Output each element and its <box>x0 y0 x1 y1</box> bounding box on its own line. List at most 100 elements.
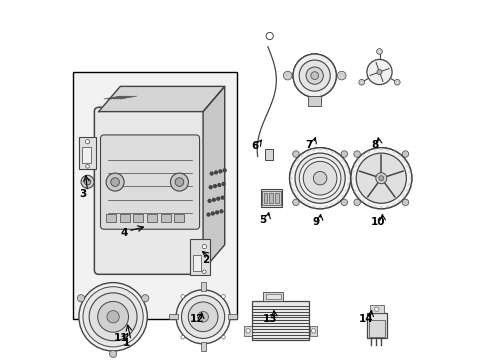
Bar <box>160 214 170 222</box>
Circle shape <box>223 169 225 172</box>
Circle shape <box>347 176 350 180</box>
Circle shape <box>303 161 336 195</box>
Circle shape <box>84 179 91 185</box>
Circle shape <box>311 148 315 152</box>
Circle shape <box>289 170 293 174</box>
Circle shape <box>378 176 383 181</box>
Circle shape <box>211 212 214 215</box>
Circle shape <box>407 183 411 186</box>
Circle shape <box>210 172 213 175</box>
Circle shape <box>216 197 219 200</box>
Circle shape <box>188 302 218 332</box>
Bar <box>200 342 205 351</box>
Bar <box>81 147 91 163</box>
Circle shape <box>366 203 369 207</box>
Circle shape <box>346 170 350 174</box>
Text: 7: 7 <box>305 140 312 150</box>
Bar <box>265 294 281 299</box>
Circle shape <box>375 173 386 184</box>
Circle shape <box>366 150 369 154</box>
Circle shape <box>292 54 336 97</box>
Circle shape <box>289 148 350 209</box>
FancyBboxPatch shape <box>101 135 199 229</box>
Text: 6: 6 <box>250 141 258 151</box>
Circle shape <box>352 189 356 193</box>
Circle shape <box>379 206 383 210</box>
Circle shape <box>221 336 225 339</box>
Circle shape <box>391 203 395 207</box>
Circle shape <box>299 199 303 203</box>
Polygon shape <box>203 86 224 270</box>
Circle shape <box>202 244 206 249</box>
Bar <box>244 326 251 336</box>
Bar <box>260 189 282 207</box>
Circle shape <box>391 150 395 154</box>
Circle shape <box>220 210 223 213</box>
Bar <box>309 326 317 336</box>
Circle shape <box>366 59 391 85</box>
Circle shape <box>109 350 117 357</box>
Bar <box>269 193 272 203</box>
Circle shape <box>221 196 224 199</box>
Circle shape <box>394 79 399 85</box>
Circle shape <box>299 153 303 157</box>
Bar <box>366 313 386 338</box>
Circle shape <box>181 294 184 298</box>
Text: 3: 3 <box>80 189 87 199</box>
Bar <box>193 255 200 271</box>
Circle shape <box>330 150 334 154</box>
Circle shape <box>77 294 84 302</box>
Circle shape <box>176 290 230 344</box>
Circle shape <box>350 148 411 209</box>
Circle shape <box>305 150 308 154</box>
Circle shape <box>206 213 209 216</box>
Circle shape <box>341 195 344 198</box>
Circle shape <box>405 189 409 193</box>
Circle shape <box>89 293 137 341</box>
Circle shape <box>361 153 364 157</box>
Bar <box>106 214 116 222</box>
Circle shape <box>85 139 89 144</box>
Circle shape <box>197 311 208 322</box>
Text: 10: 10 <box>370 217 385 227</box>
Circle shape <box>311 329 315 333</box>
Circle shape <box>283 71 291 80</box>
Circle shape <box>340 151 347 157</box>
Bar <box>200 282 205 292</box>
Circle shape <box>408 176 412 180</box>
Circle shape <box>292 151 299 157</box>
Circle shape <box>222 183 224 185</box>
Circle shape <box>305 203 308 207</box>
Bar <box>120 214 129 222</box>
Circle shape <box>313 171 326 185</box>
Bar <box>133 214 143 222</box>
Polygon shape <box>99 86 224 112</box>
Circle shape <box>288 176 292 180</box>
Bar <box>368 320 384 337</box>
Circle shape <box>405 163 409 167</box>
Circle shape <box>344 163 347 167</box>
Circle shape <box>361 199 364 203</box>
Bar <box>275 193 278 203</box>
Bar <box>264 149 272 160</box>
Bar <box>79 137 96 169</box>
Circle shape <box>374 307 378 311</box>
Text: 12: 12 <box>189 314 204 324</box>
Circle shape <box>402 199 408 206</box>
Circle shape <box>337 71 346 80</box>
Circle shape <box>385 148 389 152</box>
Bar <box>307 96 321 106</box>
Bar <box>168 314 177 319</box>
Circle shape <box>208 199 211 202</box>
Circle shape <box>318 206 321 210</box>
Circle shape <box>402 151 408 157</box>
FancyBboxPatch shape <box>94 107 207 274</box>
Circle shape <box>344 189 347 193</box>
Circle shape <box>350 183 354 186</box>
Circle shape <box>107 311 119 323</box>
Circle shape <box>202 270 206 274</box>
Circle shape <box>330 203 334 207</box>
Text: 14: 14 <box>358 314 373 324</box>
Bar <box>369 305 383 313</box>
Circle shape <box>310 72 318 80</box>
